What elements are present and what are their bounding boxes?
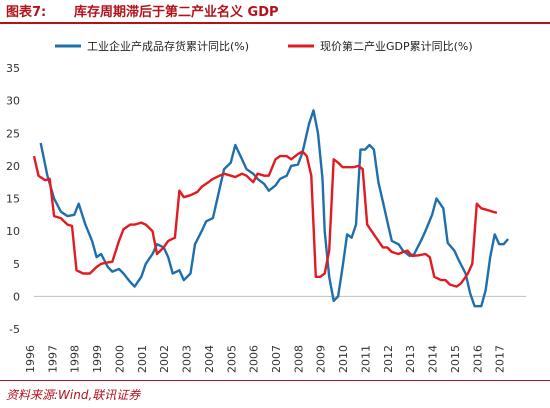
x-tick-label: 2016 xyxy=(471,345,484,373)
x-tick-label: 2010 xyxy=(337,345,350,373)
y-tick-label: 35 xyxy=(6,62,20,75)
x-tick-label: 2000 xyxy=(113,345,126,373)
x-tick-label: 2004 xyxy=(203,345,216,373)
x-tick-label: 1998 xyxy=(69,345,82,373)
y-tick-label: -5 xyxy=(9,323,20,336)
x-tick-label: 2007 xyxy=(270,345,283,373)
y-tick-label: 30 xyxy=(6,95,20,108)
source-divider xyxy=(0,380,550,381)
y-tick-label: 5 xyxy=(13,258,20,271)
x-tick-label: 2013 xyxy=(404,345,417,373)
x-tick-label: 2003 xyxy=(181,345,194,373)
x-tick-label: 2009 xyxy=(315,345,328,373)
series-line-1 xyxy=(39,109,510,308)
x-tick-label: 2011 xyxy=(359,345,372,373)
title-divider xyxy=(0,22,550,24)
x-tick-label: 1999 xyxy=(91,345,104,373)
figure-label: 图表7: xyxy=(6,5,47,20)
line-chart: -5 0 5 10 15 20 25 30 35 1996 1997 1998 1999 2000 2001… xyxy=(6,39,526,373)
x-tick-label: 2017 xyxy=(494,345,507,373)
y-tick-label: 10 xyxy=(6,225,20,238)
legend-label-2: 现价第二产业GDP累计同比(%) xyxy=(320,39,473,53)
figure-title-bar: 图表7: 库存周期滞后于第二产业名义 GDP xyxy=(0,0,550,20)
x-tick-label: 1996 xyxy=(24,345,37,373)
figure-title: 库存周期滞后于第二产业名义 GDP xyxy=(74,5,279,20)
y-tick-label: 15 xyxy=(6,193,20,206)
x-tick-label: 2012 xyxy=(382,345,395,373)
x-tick-label: 2005 xyxy=(225,345,238,373)
x-tick-label: 1997 xyxy=(46,345,59,373)
x-tick-label: 2015 xyxy=(449,345,462,373)
x-tick-label: 2006 xyxy=(248,345,261,373)
y-tick-label: 20 xyxy=(6,160,20,173)
source-note: 资料来源:Wind,联讯证券 xyxy=(6,388,141,402)
y-tick-label: 0 xyxy=(13,290,20,303)
x-tick-label: 2014 xyxy=(427,345,440,373)
x-tick-label: 2008 xyxy=(292,345,305,373)
series-line-2 xyxy=(32,150,498,288)
legend-label-1: 工业企业产成品存货累计同比(%) xyxy=(87,39,249,53)
y-tick-label: 25 xyxy=(6,127,20,140)
x-tick-label: 2002 xyxy=(158,345,171,373)
x-tick-label: 2001 xyxy=(136,345,149,373)
